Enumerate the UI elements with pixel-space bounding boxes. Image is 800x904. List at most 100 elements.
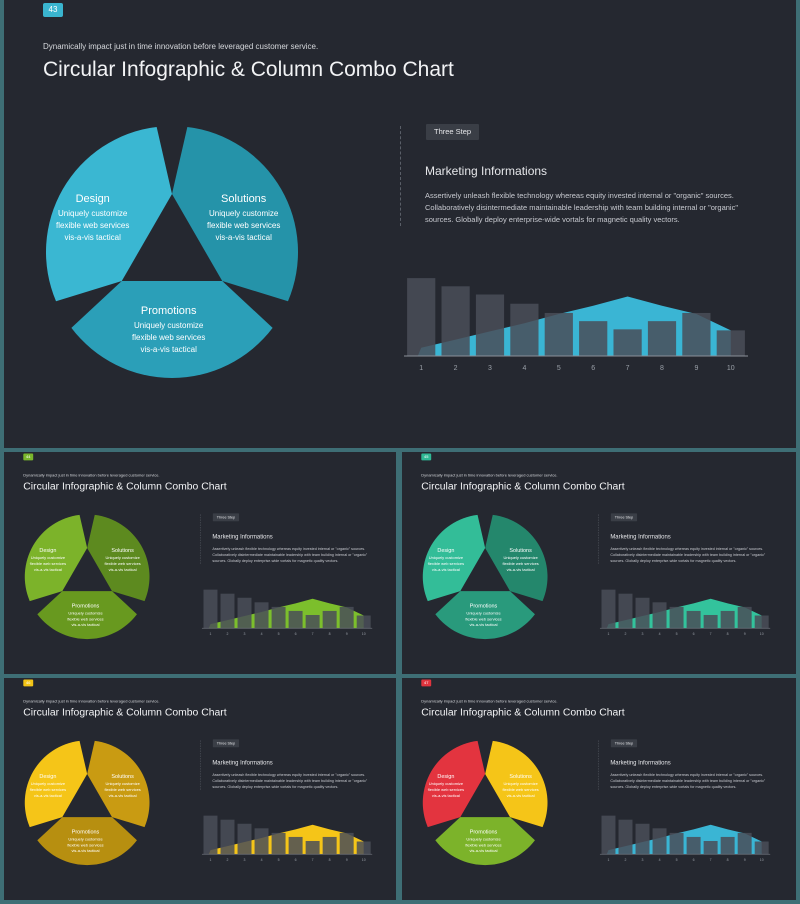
segment-solutions-desc-2: flexible web services [104,561,141,566]
column-bar-1 [601,815,616,855]
slide-teal[interactable]: 45 Dynamically impact just in time innov… [402,452,796,674]
segment-design-title: Design [437,773,455,780]
column-bar-1 [407,278,436,356]
column-bar-9 [339,606,354,629]
x-tick-label-6: 6 [591,365,595,372]
segment-solutions: Solutions Uniquely customize flexible we… [502,774,538,799]
segment-design-desc-2: flexible web services [427,787,465,792]
x-tick-label-5: 5 [278,632,280,636]
column-bar-8 [720,836,735,855]
segment-solutions-desc-1: Uniquely customize [209,209,279,218]
slide-yellow[interactable]: 46 Dynamically impact just in time innov… [4,678,396,900]
page-number-badge: 46 [23,679,34,687]
x-tick-label-5: 5 [676,858,678,862]
info-heading: Marketing Informations [425,164,548,178]
x-tick-label-10: 10 [727,365,735,372]
step-badge: Three Step [212,513,240,522]
x-tick-label-2: 2 [227,858,229,862]
column-bar-3 [635,597,650,629]
column-bar-7 [703,840,718,855]
segment-solutions-desc-3: vis-a-vis tactical [215,233,272,242]
column-bar-7 [305,614,320,629]
slide-green[interactable]: 44 Dynamically impact just in time innov… [4,452,396,674]
segment-design: Design Uniquely customize flexible web s… [30,774,66,799]
column-bar-3 [237,823,252,855]
step-badge: Three Step [212,739,240,748]
segment-design-desc-2: flexible web services [56,221,130,230]
column-bar-10 [754,841,769,855]
segment-solutions-title: Solutions [111,773,134,780]
column-bar-9 [339,832,354,855]
segment-promotions: Promotions Uniquely customize flexible w… [132,305,205,356]
segment-promotions-title: Promotions [71,828,100,835]
column-combo-chart: 1 2 3 4 5 6 7 8 9 10 [599,815,771,862]
column-bar-3 [635,823,650,855]
x-tick-label-7: 7 [710,858,712,862]
segment-solutions: Solutions Uniquely customize flexible we… [104,548,140,573]
step-badge: Three Step [426,124,480,140]
slide-title: Circular Infographic & Column Combo Char… [421,480,625,493]
column-bar-9 [737,606,752,629]
info-heading: Marketing Informations [212,759,273,767]
x-tick-label-6: 6 [693,858,695,862]
segment-design: Design Uniquely customize flexible web s… [30,548,66,573]
x-tick-label-5: 5 [557,365,561,372]
segment-design-title: Design [75,193,110,205]
circular-infographic [422,740,548,866]
slide-content: 44 Dynamically impact just in time innov… [4,452,396,674]
slide-red[interactable]: 47 Dynamically impact just in time innov… [402,678,796,900]
segment-solutions-desc-2: flexible web services [502,787,539,792]
x-tick-label-3: 3 [642,858,644,862]
column-bar-7 [613,329,642,356]
slide-main[interactable]: 43 Dynamically impact just in time innov… [4,0,796,448]
column-bar-4 [652,828,667,855]
x-tick-label-2: 2 [227,632,229,636]
segment-promotions-desc-1: Uniquely customize [134,321,204,330]
x-tick-label-6: 6 [295,858,297,862]
x-tick-label-7: 7 [312,858,314,862]
x-tick-label-9: 9 [694,365,698,372]
x-tick-label-2: 2 [454,365,458,372]
column-bar-1 [203,815,218,855]
segment-solutions-desc-2: flexible web services [207,221,281,230]
segment-design-desc-3: vis-a-vis tactical [431,793,460,798]
wheel-segment-promotions [435,817,535,866]
column-bar-6 [288,610,303,629]
wheel-segment-design [24,740,88,828]
column-bar-9 [737,832,752,855]
x-tick-label-8: 8 [329,632,331,636]
x-tick-label-1: 1 [419,365,423,372]
segment-promotions-desc-1: Uniquely customize [466,610,501,616]
wheel-segment-solutions [485,514,548,602]
column-bar-7 [305,840,320,855]
segment-promotions-title: Promotions [71,602,100,609]
segment-promotions-title: Promotions [469,828,498,835]
segment-promotions-desc-2: flexible web services [67,842,104,848]
wheel-segment-promotions [71,281,273,378]
x-tick-label-6: 6 [295,632,297,636]
column-bar-8 [720,610,735,629]
x-tick-label-8: 8 [660,365,664,372]
segment-solutions-title: Solutions [221,193,267,205]
x-tick-label-9: 9 [744,858,746,862]
x-tick-label-7: 7 [626,365,630,372]
x-tick-label-7: 7 [312,632,314,636]
x-tick-label-10: 10 [362,632,366,636]
step-badge: Three Step [610,513,638,522]
column-bar-8 [322,836,337,855]
column-bar-3 [475,294,505,356]
info-heading: Marketing Informations [610,759,671,767]
page-number-badge: 47 [421,679,432,687]
info-body: Assertively unleash flexible technology … [610,546,766,563]
info-body: Assertively unleash flexible technology … [425,191,738,224]
segment-design-desc-1: Uniquely customize [428,555,464,560]
column-bar-4 [652,602,667,629]
wheel-segment-design [24,514,88,602]
segment-promotions-desc-3: vis-a-vis tactical [469,848,498,854]
wheel-segment-promotions [37,817,137,866]
column-bar-10 [716,330,745,356]
x-tick-label-1: 1 [210,858,212,862]
segment-promotions-desc-3: vis-a-vis tactical [140,345,197,354]
x-tick-label-8: 8 [329,858,331,862]
wheel-segment-solutions [87,740,150,828]
